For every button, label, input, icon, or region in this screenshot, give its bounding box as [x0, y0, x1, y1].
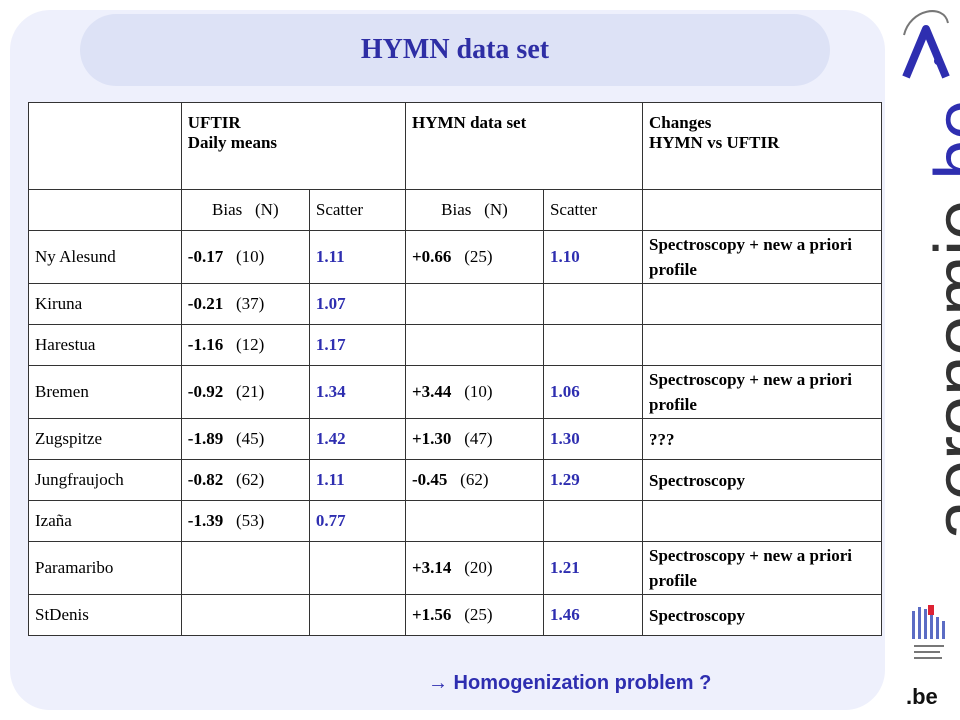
hymn-scatter-cell: [542, 283, 644, 325]
uftir-scatter-cell: [308, 541, 407, 595]
hymn-bias-cell: +1.56 (25): [405, 594, 544, 636]
hymn-bias-cell: +1.30 (47): [405, 418, 544, 460]
uftir-bias-cell: -0.17 (10): [180, 230, 310, 284]
uftir-scatter-cell: 1.11: [308, 230, 407, 284]
station-cell: Kiruna: [28, 283, 182, 325]
hymn-scatter-cell: 1.10: [542, 230, 644, 284]
uftir-scatter-cell: 1.07: [308, 283, 407, 325]
hymn-scatter-cell: 1.21: [542, 541, 644, 595]
hymn-bias-cell: [405, 283, 544, 325]
uftir-scatter-cell: [308, 594, 407, 636]
table-row: StDenis +1.56 (25) 1.46 Spectroscopy: [28, 594, 882, 636]
hymn-scatter-cell: 1.46: [542, 594, 644, 636]
station-cell: Zugspitze: [28, 418, 182, 460]
station-cell: Izaña: [28, 500, 182, 542]
hymn-bias-cell: +3.44 (10): [405, 365, 544, 419]
table-row: Bremen -0.92 (21) 1.34 +3.44 (10) 1.06 Spectr…: [28, 365, 882, 419]
station-cell: Jungfraujoch: [28, 459, 182, 501]
uftir-bias-cell: -1.89 (45): [180, 418, 310, 460]
hymn-scatter-cell: 1.30: [542, 418, 644, 460]
changes-cell: Spectroscopy + new a priori profile: [642, 541, 882, 595]
hymn-bias-cell: +3.14 (20): [405, 541, 544, 595]
uftir-bias-cell: -0.82 (62): [180, 459, 310, 501]
federal-science-policy-logo-icon: [912, 605, 945, 659]
hymn-bias-cell: -0.45 (62): [405, 459, 544, 501]
hymn-bias-cell: [405, 500, 544, 542]
title-bar: [80, 14, 830, 86]
station-cell: StDenis: [28, 594, 182, 636]
header-cell-changes: Changes HYMN vs UFTIR: [642, 102, 882, 190]
page-title: HYMN data set: [360, 34, 550, 65]
subheader-scatter-hymn: Scatter: [542, 189, 644, 231]
subheader-bias-n: Bias (N): [180, 189, 310, 231]
uftir-scatter-cell: 1.42: [308, 418, 407, 460]
uftir-scatter-cell: 1.34: [308, 365, 407, 419]
station-cell: Bremen: [28, 365, 182, 419]
homogenization-note: → Homogenization problem ?: [428, 672, 712, 694]
uftir-bias-cell: [180, 541, 310, 595]
changes-cell: Spectroscopy + new a priori profile: [642, 230, 882, 284]
changes-cell: Spectroscopy: [642, 459, 882, 501]
uftir-bias-cell: -1.16 (12): [180, 324, 310, 366]
changes-cell: [642, 500, 882, 542]
aeronomie-a-logo-icon: [902, 10, 950, 79]
table-row: Jungfraujoch -0.82 (62) 1.11 -0.45 (62) 1.29…: [28, 459, 882, 501]
station-cell: Paramaribo: [28, 541, 182, 595]
header-hymn-label: HYMN data set: [412, 113, 527, 132]
hymn-bias-cell: +0.66 (25): [405, 230, 544, 284]
table-row: Harestua -1.16 (12) 1.17: [28, 324, 882, 366]
subheader-bias-n-hymn: Bias (N): [405, 189, 544, 231]
table-row: Paramaribo +3.14 (20) 1.21 Spectroscopy + …: [28, 541, 882, 595]
be-logo: .be: [906, 684, 938, 709]
hymn-scatter-cell: 1.29: [542, 459, 644, 501]
uftir-scatter-cell: 0.77: [308, 500, 407, 542]
uftir-bias-cell: -0.21 (37): [180, 283, 310, 325]
table-row: Zugspitze -1.89 (45) 1.42 +1.30 (47) 1.30???: [28, 418, 882, 460]
changes-cell: Spectroscopy: [642, 594, 882, 636]
header-uftir-line1: UFTIR: [187, 113, 241, 132]
hymn-scatter-cell: [542, 324, 644, 366]
header-cell-empty: [28, 102, 182, 190]
changes-cell: ???: [642, 418, 882, 460]
subheader-changes-empty: [642, 189, 882, 231]
header-changes-line2: HYMN vs UFTIR: [649, 133, 780, 152]
header-uftir-line2: Daily means: [187, 133, 278, 152]
station-cell: Ny Alesund: [28, 230, 182, 284]
table-row: Kiruna -0.21 (37) 1.07: [28, 283, 882, 325]
uftir-bias-cell: -0.92 (21): [180, 365, 310, 419]
subheader-cell-empty: [28, 189, 182, 231]
header-cell-hymn: HYMN data set: [404, 102, 644, 190]
changes-cell: [642, 324, 882, 366]
hymn-scatter-cell: [542, 500, 644, 542]
table-row: Izaña -1.39 (53) 0.77: [28, 500, 882, 542]
changes-cell: Spectroscopy + new a priori profile: [642, 365, 882, 419]
data-table: UFTIR Daily means HYMN data set Changes …: [28, 102, 882, 636]
header-cell-uftir: UFTIR Daily means: [180, 102, 407, 190]
subheader-scatter: Scatter: [308, 189, 407, 231]
aeronomie-be-wordmark: aeronomie.be: [921, 99, 960, 540]
uftir-scatter-cell: 1.11: [308, 459, 407, 501]
hymn-bias-cell: [405, 324, 544, 366]
station-cell: Harestua: [28, 324, 182, 366]
uftir-bias-cell: -1.39 (53): [180, 500, 310, 542]
uftir-bias-cell: [180, 594, 310, 636]
table-header-row: UFTIR Daily means HYMN data set Changes …: [28, 102, 882, 190]
hymn-scatter-cell: 1.06: [542, 365, 644, 419]
changes-cell: [642, 283, 882, 325]
table-subheader-row: Bias (N) Scatter Bias (N) Scatter: [28, 189, 882, 231]
table-row: Ny Alesund -0.17 (10) 1.11 +0.66 (25) 1.10 Sp…: [28, 230, 882, 284]
uftir-scatter-cell: 1.17: [308, 324, 407, 366]
header-changes-line1: Changes: [649, 113, 712, 132]
